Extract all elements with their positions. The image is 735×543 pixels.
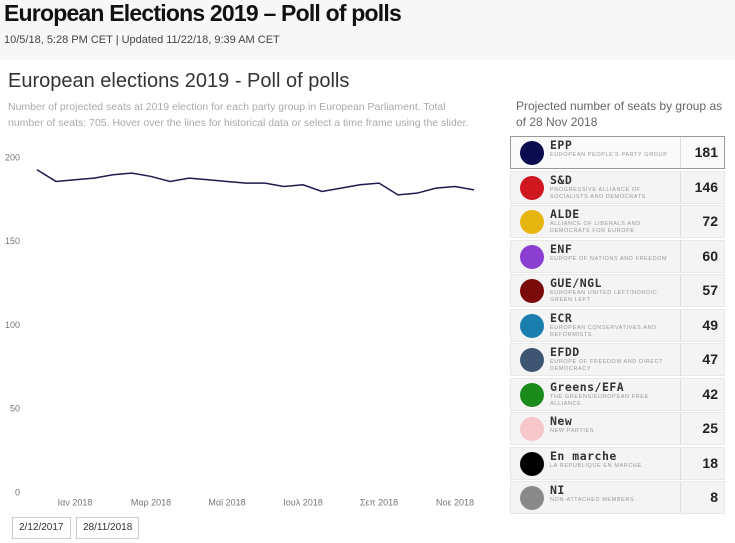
group-name: GUE/NGL bbox=[550, 276, 602, 290]
page-title: European Elections 2019 – Poll of polls bbox=[4, 0, 402, 26]
x-tick-label: Σεπ 2018 bbox=[360, 497, 398, 507]
group-color bbox=[520, 313, 544, 338]
x-tick-label: Νοε 2018 bbox=[436, 497, 474, 507]
group-seats: 60 bbox=[680, 240, 724, 272]
group-description: EUROPEAN CONSERVATIVES AND REFORMISTS bbox=[550, 324, 657, 338]
group-row[interactable]: ENF EUROPE OF NATIONS AND FREEDOM 60 bbox=[510, 239, 725, 273]
group-name: S&D bbox=[550, 172, 573, 187]
y-tick-label: 150 bbox=[5, 236, 20, 246]
group-row[interactable]: New NEW PARTIES 25 bbox=[510, 412, 725, 445]
chart-title: European elections 2019 - Poll of polls bbox=[8, 70, 350, 92]
x-tick-label: Ιουλ 2018 bbox=[283, 497, 322, 507]
group-row[interactable]: ALDE ALLIANCE OF LIBERALS AND DEMOCRATS F… bbox=[510, 205, 725, 238]
group-name: EPP bbox=[550, 138, 573, 152]
group-name: ENF bbox=[550, 241, 573, 256]
group-name: ECR bbox=[550, 310, 573, 325]
group-description: THE GREENS/EUROPEAN FREE ALLIANCE bbox=[550, 393, 649, 407]
y-tick-label: 200 bbox=[5, 152, 20, 162]
group-color bbox=[520, 279, 544, 303]
group-row[interactable]: ECR EUROPEAN CONSERVATIVES AND REFORMISTS… bbox=[510, 308, 725, 342]
group-seats: 57 bbox=[680, 275, 724, 306]
group-color bbox=[520, 417, 544, 441]
group-name: New bbox=[550, 414, 573, 428]
group-seats: 18 bbox=[680, 447, 724, 479]
panel-title: Projected number of seats by group as of… bbox=[516, 99, 723, 129]
group-seats: 47 bbox=[680, 344, 724, 375]
range-start[interactable]: 2/12/2017 bbox=[12, 517, 71, 539]
group-seats: 42 bbox=[680, 378, 724, 410]
group-color bbox=[520, 210, 544, 234]
group-color bbox=[520, 486, 544, 510]
group-name: EFDD bbox=[550, 345, 580, 359]
range-end[interactable]: 28/11/2018 bbox=[76, 517, 140, 539]
y-tick-label: 100 bbox=[5, 320, 20, 330]
group-row[interactable]: Greens/EFA THE GREENS/EUROPEAN FREE ALLIA… bbox=[510, 377, 725, 411]
x-tick-label: Μαϊ 2018 bbox=[208, 497, 245, 507]
group-seats: 181 bbox=[680, 137, 724, 168]
group-color bbox=[520, 141, 544, 165]
x-tick-label: Ιαν 2018 bbox=[58, 497, 93, 507]
dateline: 10/5/18, 5:28 PM CET | Updated 11/22/18,… bbox=[4, 34, 280, 46]
group-color bbox=[520, 451, 544, 476]
group-row[interactable]: En marche LA REPUBLIQUE EN MARCHE 18 bbox=[510, 446, 725, 480]
group-row[interactable]: NI NON-ATTACHED MEMBERS 8 bbox=[510, 481, 725, 514]
group-description: NEW PARTIES bbox=[550, 428, 594, 434]
group-seats: 72 bbox=[680, 206, 724, 237]
line bbox=[36, 169, 475, 196]
group-description: EUROPE OF FREEDOM AND DIRECT DEMOCRACY bbox=[550, 359, 663, 372]
group-description: PROGRESSIVE ALLIANCE OF SOCIALISTS AND D… bbox=[550, 186, 646, 200]
group-name: En marche bbox=[550, 448, 617, 463]
group-name: NI bbox=[550, 483, 565, 497]
chart: 0 50 100 150 200 Ιαν 2018 Μαρ 2018 Μαϊ 2018 Ιουλ… bbox=[5, 152, 475, 507]
group-row[interactable]: S&D PROGRESSIVE ALLIANCE OF SOCIALISTS AN… bbox=[510, 170, 725, 204]
group-seats: 8 bbox=[680, 482, 724, 513]
group-list: EPP EUROPEAN PEOPLE'S PARTY GROUP 181 S&D PR… bbox=[510, 136, 725, 516]
y-tick-label: 50 bbox=[10, 404, 20, 414]
group-color bbox=[520, 244, 544, 269]
header: European Elections 2019 – Poll of polls … bbox=[0, 0, 735, 60]
group-color bbox=[520, 175, 544, 200]
group-color bbox=[520, 348, 544, 372]
group-description: LA REPUBLIQUE EN MARCHE bbox=[550, 462, 642, 469]
group-description: ALLIANCE OF LIBERALS AND DEMOCRATS FOR E… bbox=[550, 221, 641, 234]
group-description: EUROPEAN UNITED LEFT/NORDIC GREEN LEFT bbox=[550, 290, 658, 303]
group-name: Greens/EFA bbox=[550, 379, 625, 394]
y-tick-label: 0 bbox=[15, 487, 20, 497]
x-tick-label: Μαρ 2018 bbox=[131, 497, 171, 507]
group-row[interactable]: EPP EUROPEAN PEOPLE'S PARTY GROUP 181 bbox=[510, 136, 725, 169]
group-row[interactable]: EFDD EUROPE OF FREEDOM AND DIRECT DEMOCRA… bbox=[510, 343, 725, 376]
group-description: EUROPEAN PEOPLE'S PARTY GROUP bbox=[550, 152, 668, 158]
group-description: NON-ATTACHED MEMBERS bbox=[550, 497, 635, 503]
chart-subtitle: Number of projected seats at 2019 electi… bbox=[8, 101, 469, 129]
group-seats: 146 bbox=[680, 171, 724, 203]
group-seats: 49 bbox=[680, 309, 724, 341]
group-name: ALDE bbox=[550, 207, 580, 221]
group-description: EUROPE OF NATIONS AND FREEDOM bbox=[550, 255, 668, 262]
group-row[interactable]: GUE/NGL EUROPEAN UNITED LEFT/NORDIC GREEN… bbox=[510, 274, 725, 307]
group-color bbox=[520, 382, 544, 407]
group-seats: 25 bbox=[680, 413, 724, 444]
